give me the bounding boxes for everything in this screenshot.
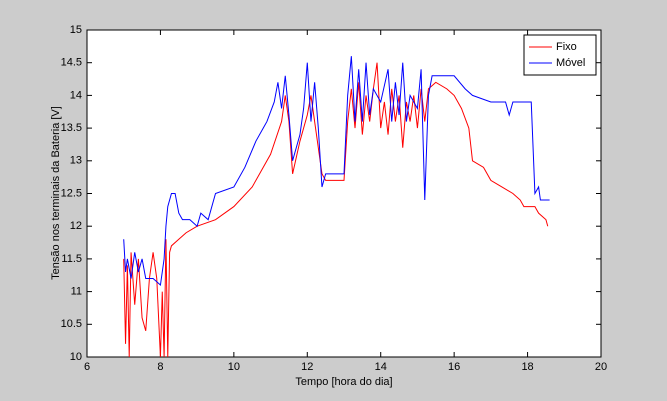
x-tick-label: 6 <box>84 361 90 373</box>
y-tick-label: 11.5 <box>61 253 82 265</box>
y-tick-label: 11 <box>71 286 82 298</box>
x-tick-label: 14 <box>375 361 387 373</box>
legend-label: Fixo <box>556 41 577 53</box>
x-tick-label: 8 <box>157 361 163 373</box>
legend-box <box>523 34 597 76</box>
x-tick-label: 20 <box>595 361 607 373</box>
plot-area <box>86 29 602 358</box>
x-tick-label: 10 <box>228 361 240 373</box>
x-axis-label: Tempo [hora do dia] <box>295 376 392 388</box>
y-tick-label: 10.5 <box>61 318 82 330</box>
y-axis-label: Tensão nos terminais da Bateria [V] <box>50 106 62 280</box>
x-tick-label: 12 <box>301 361 313 373</box>
y-tick-label: 12.5 <box>61 187 82 199</box>
data-line <box>123 62 549 358</box>
y-tick-label: 13 <box>70 155 82 167</box>
y-tick-label: 10 <box>70 351 82 363</box>
legend-label: Móvel <box>556 57 585 69</box>
x-tick-label: 18 <box>521 361 533 373</box>
y-tick-label: 15 <box>70 24 82 36</box>
y-tick-label: 13.5 <box>61 122 82 134</box>
x-tick-label: 16 <box>448 361 460 373</box>
y-tick-label: 14.5 <box>61 57 82 69</box>
y-tick-label: 12 <box>70 220 82 232</box>
data-line <box>123 56 550 287</box>
y-tick-label: 14 <box>70 89 82 101</box>
